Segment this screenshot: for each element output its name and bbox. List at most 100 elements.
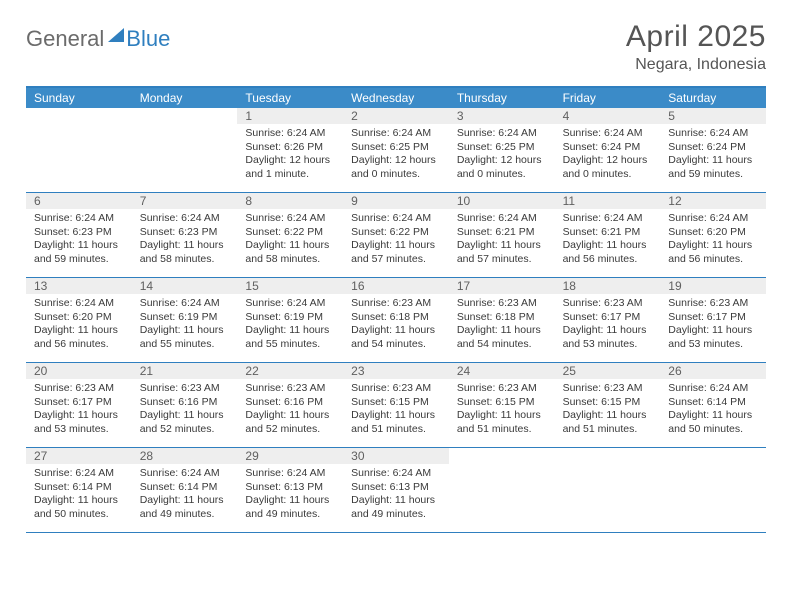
sunset-line: Sunset: 6:20 PM [34, 311, 124, 325]
sunset-line: Sunset: 6:18 PM [457, 311, 547, 325]
day-number: 24 [449, 363, 555, 379]
day-number: 3 [449, 108, 555, 124]
day-number: 29 [237, 448, 343, 464]
daylight-line: Daylight: 12 hours and 0 minutes. [563, 154, 653, 181]
sunrise-line: Sunrise: 6:24 AM [563, 212, 653, 226]
sunrise-line: Sunrise: 6:24 AM [457, 127, 547, 141]
day-cell: 11Sunrise: 6:24 AMSunset: 6:21 PMDayligh… [555, 193, 661, 277]
sunset-line: Sunset: 6:17 PM [563, 311, 653, 325]
daylight-line: Daylight: 11 hours and 54 minutes. [457, 324, 547, 351]
day-cell [449, 448, 555, 532]
day-header-cell: Friday [555, 88, 661, 108]
day-number: 16 [343, 278, 449, 294]
sunrise-line: Sunrise: 6:24 AM [140, 212, 230, 226]
sunrise-line: Sunrise: 6:24 AM [34, 467, 124, 481]
day-cell: 12Sunrise: 6:24 AMSunset: 6:20 PMDayligh… [660, 193, 766, 277]
sunrise-line: Sunrise: 6:23 AM [351, 382, 441, 396]
month-title: April 2025 [626, 20, 766, 54]
day-body: Sunrise: 6:23 AMSunset: 6:18 PMDaylight:… [449, 294, 555, 358]
day-cell: 7Sunrise: 6:24 AMSunset: 6:23 PMDaylight… [132, 193, 238, 277]
day-cell [660, 448, 766, 532]
day-body [555, 464, 661, 473]
day-cell: 21Sunrise: 6:23 AMSunset: 6:16 PMDayligh… [132, 363, 238, 447]
logo-text-general: General [26, 26, 104, 52]
sunset-line: Sunset: 6:13 PM [245, 481, 335, 495]
sunset-line: Sunset: 6:22 PM [351, 226, 441, 240]
day-number: 5 [660, 108, 766, 124]
day-body: Sunrise: 6:24 AMSunset: 6:26 PMDaylight:… [237, 124, 343, 188]
title-block: April 2025 Negara, Indonesia [626, 20, 766, 74]
sunset-line: Sunset: 6:23 PM [140, 226, 230, 240]
day-cell: 1Sunrise: 6:24 AMSunset: 6:26 PMDaylight… [237, 108, 343, 192]
day-header-cell: Thursday [449, 88, 555, 108]
day-body: Sunrise: 6:24 AMSunset: 6:13 PMDaylight:… [343, 464, 449, 528]
day-cell: 5Sunrise: 6:24 AMSunset: 6:24 PMDaylight… [660, 108, 766, 192]
daylight-line: Daylight: 11 hours and 51 minutes. [457, 409, 547, 436]
day-cell: 25Sunrise: 6:23 AMSunset: 6:15 PMDayligh… [555, 363, 661, 447]
daylight-line: Daylight: 11 hours and 58 minutes. [245, 239, 335, 266]
day-body: Sunrise: 6:24 AMSunset: 6:22 PMDaylight:… [237, 209, 343, 273]
day-cell: 16Sunrise: 6:23 AMSunset: 6:18 PMDayligh… [343, 278, 449, 362]
sunset-line: Sunset: 6:26 PM [245, 141, 335, 155]
sunset-line: Sunset: 6:15 PM [351, 396, 441, 410]
sunrise-line: Sunrise: 6:23 AM [668, 297, 758, 311]
day-number: 18 [555, 278, 661, 294]
day-number: 15 [237, 278, 343, 294]
daylight-line: Daylight: 11 hours and 55 minutes. [140, 324, 230, 351]
week-row: 1Sunrise: 6:24 AMSunset: 6:26 PMDaylight… [26, 108, 766, 193]
day-cell: 30Sunrise: 6:24 AMSunset: 6:13 PMDayligh… [343, 448, 449, 532]
sunrise-line: Sunrise: 6:23 AM [457, 297, 547, 311]
day-cell: 6Sunrise: 6:24 AMSunset: 6:23 PMDaylight… [26, 193, 132, 277]
day-number: 12 [660, 193, 766, 209]
day-body [449, 464, 555, 473]
sunset-line: Sunset: 6:21 PM [563, 226, 653, 240]
day-cell: 2Sunrise: 6:24 AMSunset: 6:25 PMDaylight… [343, 108, 449, 192]
day-number: 26 [660, 363, 766, 379]
daylight-line: Daylight: 11 hours and 58 minutes. [140, 239, 230, 266]
day-header-cell: Monday [132, 88, 238, 108]
sunrise-line: Sunrise: 6:24 AM [245, 212, 335, 226]
day-cell: 14Sunrise: 6:24 AMSunset: 6:19 PMDayligh… [132, 278, 238, 362]
daylight-line: Daylight: 11 hours and 52 minutes. [245, 409, 335, 436]
day-body: Sunrise: 6:24 AMSunset: 6:20 PMDaylight:… [660, 209, 766, 273]
sunrise-line: Sunrise: 6:24 AM [668, 212, 758, 226]
sunset-line: Sunset: 6:18 PM [351, 311, 441, 325]
sunset-line: Sunset: 6:25 PM [351, 141, 441, 155]
day-header-cell: Sunday [26, 88, 132, 108]
day-cell: 19Sunrise: 6:23 AMSunset: 6:17 PMDayligh… [660, 278, 766, 362]
day-body: Sunrise: 6:24 AMSunset: 6:13 PMDaylight:… [237, 464, 343, 528]
day-body: Sunrise: 6:24 AMSunset: 6:14 PMDaylight:… [660, 379, 766, 443]
day-body: Sunrise: 6:24 AMSunset: 6:24 PMDaylight:… [555, 124, 661, 188]
daylight-line: Daylight: 11 hours and 56 minutes. [668, 239, 758, 266]
day-body: Sunrise: 6:24 AMSunset: 6:25 PMDaylight:… [343, 124, 449, 188]
sunrise-line: Sunrise: 6:24 AM [668, 127, 758, 141]
day-body: Sunrise: 6:24 AMSunset: 6:25 PMDaylight:… [449, 124, 555, 188]
sunrise-line: Sunrise: 6:23 AM [245, 382, 335, 396]
sunrise-line: Sunrise: 6:24 AM [245, 467, 335, 481]
day-number [660, 448, 766, 464]
daylight-line: Daylight: 11 hours and 51 minutes. [563, 409, 653, 436]
daylight-line: Daylight: 11 hours and 53 minutes. [668, 324, 758, 351]
sunset-line: Sunset: 6:23 PM [34, 226, 124, 240]
daylight-line: Daylight: 11 hours and 49 minutes. [245, 494, 335, 521]
day-number: 2 [343, 108, 449, 124]
day-number: 6 [26, 193, 132, 209]
daylight-line: Daylight: 11 hours and 50 minutes. [668, 409, 758, 436]
sunrise-line: Sunrise: 6:24 AM [34, 297, 124, 311]
day-header-row: SundayMondayTuesdayWednesdayThursdayFrid… [26, 88, 766, 108]
day-header-cell: Wednesday [343, 88, 449, 108]
week-row: 20Sunrise: 6:23 AMSunset: 6:17 PMDayligh… [26, 363, 766, 448]
sunset-line: Sunset: 6:15 PM [457, 396, 547, 410]
day-number: 25 [555, 363, 661, 379]
week-row: 27Sunrise: 6:24 AMSunset: 6:14 PMDayligh… [26, 448, 766, 533]
sunrise-line: Sunrise: 6:24 AM [245, 297, 335, 311]
day-cell: 8Sunrise: 6:24 AMSunset: 6:22 PMDaylight… [237, 193, 343, 277]
day-body: Sunrise: 6:24 AMSunset: 6:23 PMDaylight:… [132, 209, 238, 273]
sunset-line: Sunset: 6:22 PM [245, 226, 335, 240]
sunset-line: Sunset: 6:24 PM [668, 141, 758, 155]
sunset-line: Sunset: 6:24 PM [563, 141, 653, 155]
day-cell: 24Sunrise: 6:23 AMSunset: 6:15 PMDayligh… [449, 363, 555, 447]
day-body [26, 124, 132, 133]
page-header: General Blue April 2025 Negara, Indonesi… [26, 20, 766, 74]
day-number: 8 [237, 193, 343, 209]
